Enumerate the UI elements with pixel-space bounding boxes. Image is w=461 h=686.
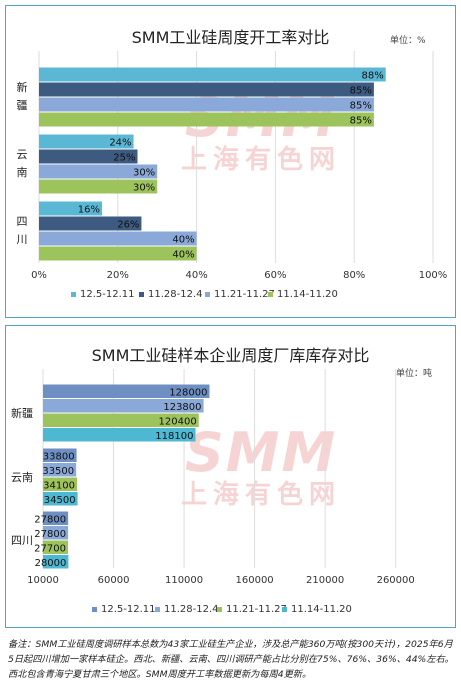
chart-title: SMM工业硅样本企业周度厂库库存对比 (91, 346, 370, 365)
bar-云南-11.21-11.27 (39, 164, 158, 179)
inventory-plot: 10000 60000 110000 160000 210000 260000 128000… (11, 369, 415, 615)
inventory-chart-panel: SMM工业硅样本企业周度厂库库存对比 单位：吨 SMM 上海有色网 10000 6… (5, 325, 456, 628)
bar-新疆-11.14-11.20 (43, 428, 196, 442)
legend-swatch (282, 607, 287, 612)
legend-swatch (205, 292, 210, 297)
bar-云南-12.5-12.11 (43, 448, 77, 462)
data-label: 33800 (43, 451, 75, 462)
x-tick-label: 0% (31, 270, 47, 281)
data-label: 40% (172, 250, 194, 261)
data-label: 26% (117, 220, 139, 231)
data-label: 85% (350, 116, 372, 127)
legend-label: 11.21-11.27 (226, 604, 287, 615)
legend-swatch (139, 292, 144, 297)
bar-云南-11.14-11.20 (43, 492, 78, 506)
bar-新疆-11.21-11.27 (43, 413, 199, 427)
bar-云南-11.28-12.4 (43, 463, 77, 477)
bar-四川-11.14-11.20 (39, 246, 197, 261)
legend-label: 11.28-12.4 (148, 289, 203, 300)
data-label: 34100 (43, 480, 75, 491)
category-label: 疆 (17, 99, 28, 112)
data-label: 120400 (159, 416, 197, 427)
bar-四川-11.21-11.27 (43, 540, 68, 554)
legend-swatch (268, 292, 273, 297)
category-label: 川 (17, 233, 28, 246)
data-label: 33500 (42, 466, 74, 477)
legend-swatch (217, 607, 222, 612)
data-label: 27800 (34, 514, 66, 525)
x-tick-label: 100% (419, 270, 448, 281)
data-label: 30% (133, 183, 155, 194)
data-label: 24% (109, 138, 131, 149)
legend-label: 11.14-11.20 (291, 604, 352, 615)
category-label: 四川 (11, 534, 33, 547)
bar-新疆-11.28-12.4 (39, 82, 374, 97)
x-tick-label: 80% (343, 270, 365, 281)
bar-新疆-11.14-11.20 (39, 112, 374, 127)
bar-新疆-12.5-12.11 (43, 384, 210, 398)
legend-label: 12.5-12.11 (101, 604, 156, 615)
bar-四川-11.28-12.4 (39, 216, 142, 231)
bar-云南-11.21-11.27 (43, 477, 77, 491)
data-label: 16% (78, 205, 100, 216)
category-label: 云 (17, 148, 28, 161)
legend-swatch (71, 292, 76, 297)
x-tick-label: 40% (185, 270, 207, 281)
x-tick-label: 260000 (377, 575, 415, 586)
legend-label: 11.14-11.20 (277, 289, 338, 300)
x-tick-label: 160000 (236, 575, 274, 586)
data-label: 118100 (155, 431, 193, 442)
legend-label: 11.21-11.27 (214, 289, 275, 300)
unit-label: 单位：% (390, 36, 426, 46)
legend-label: 12.5-12.11 (80, 289, 135, 300)
data-label: 27700 (34, 543, 66, 554)
bar-云南-12.5-12.11 (39, 134, 134, 149)
operating-rate-chart-panel: SMM工业硅周度开工率对比 单位：% SMM 上海有色网 0%20%40%60%… (5, 5, 456, 318)
legend-swatch (92, 607, 97, 612)
data-label: 34500 (44, 495, 76, 506)
bar-四川-11.28-12.4 (43, 526, 69, 540)
x-tick-label: 110000 (165, 575, 203, 586)
bar-四川-11.21-11.27 (39, 231, 197, 246)
category-label: 新疆 (11, 406, 33, 420)
data-label: 40% (172, 235, 194, 246)
unit-label: 单位：吨 (396, 369, 433, 379)
category-label: 南 (17, 166, 28, 179)
bar-四川-11.14-11.20 (43, 555, 69, 569)
footnote: 备注：SMM工业硅周度调研样本总数为43家工业硅生产企业，涉及总产能360万吨(… (8, 639, 454, 680)
data-label: 27800 (34, 529, 66, 540)
bar-四川-12.5-12.11 (39, 201, 103, 216)
category-label: 新 (17, 80, 28, 94)
category-label: 四 (17, 215, 28, 228)
legend-swatch (155, 607, 160, 612)
bar-云南-11.14-11.20 (39, 179, 158, 194)
data-label: 25% (113, 153, 135, 164)
data-label: 123800 (163, 402, 201, 413)
legend-label: 11.28-12.4 (164, 604, 219, 615)
data-label: 128000 (169, 387, 207, 398)
chart-title: SMM工业硅周度开工率对比 (131, 28, 330, 47)
bar-四川-12.5-12.11 (43, 511, 69, 525)
x-tick-label: 60000 (98, 575, 130, 586)
bar-新疆-11.28-12.4 (43, 399, 204, 413)
data-label: 28000 (35, 558, 67, 569)
data-label: 88% (361, 71, 383, 82)
operating-rate-plot: 0% 20% 40% 60% 80% 100% 88% 85% 85% 85% 新疆 24% 25% 30… (17, 51, 448, 300)
data-label: 85% (350, 86, 372, 97)
data-label: 85% (350, 101, 372, 112)
data-label: 30% (133, 168, 155, 179)
x-tick-label: 20% (107, 270, 129, 281)
bar-新疆-11.21-11.27 (39, 97, 374, 112)
x-tick-label: 10000 (27, 575, 59, 586)
x-tick-label: 60% (264, 270, 286, 281)
category-label: 云南 (11, 471, 33, 484)
x-tick-label: 210000 (306, 575, 344, 586)
bar-云南-11.28-12.4 (39, 149, 138, 164)
bar-新疆-12.5-12.11 (39, 67, 386, 82)
